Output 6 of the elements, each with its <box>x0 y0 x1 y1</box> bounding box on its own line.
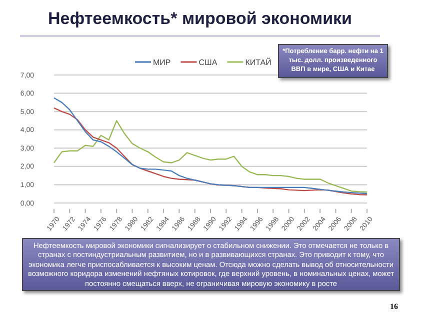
legend-label: КИТАЙ <box>245 57 272 67</box>
legend-label: США <box>198 58 218 67</box>
chart-title: Нефтеемкость* мировой экономики <box>48 9 352 28</box>
legend-label: МИР <box>153 58 171 67</box>
text: 16 <box>390 302 398 311</box>
line-series <box>53 120 368 193</box>
